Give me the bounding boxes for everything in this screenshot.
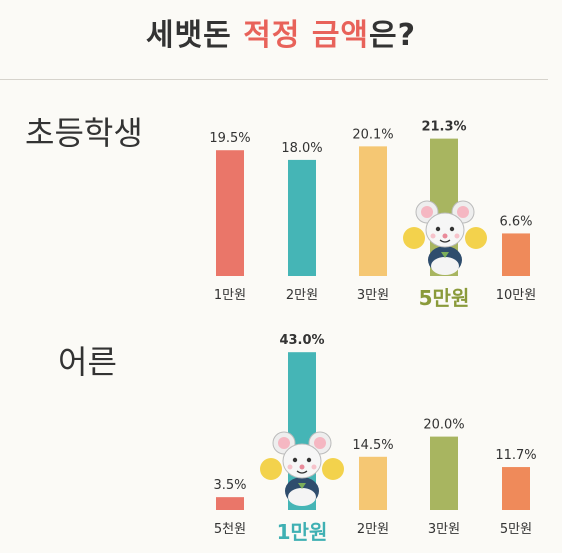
bar-5만원 — [502, 467, 530, 510]
value-label: 20.0% — [423, 418, 464, 433]
value-label: 43.0% — [279, 333, 324, 348]
group-label-kids: 초등학생 — [25, 114, 143, 152]
title-part1: 세뱃돈 — [145, 18, 244, 53]
value-label: 3.5% — [213, 478, 246, 493]
group-label-adults: 어른 — [58, 343, 117, 381]
value-label: 6.6% — [499, 214, 532, 229]
category-label: 1만원 — [214, 288, 246, 303]
mouse-cheerleader-icon — [260, 431, 344, 506]
title-part2: 은? — [369, 18, 417, 53]
value-label: 14.5% — [352, 438, 393, 453]
bar-3만원 — [359, 146, 387, 276]
value-label: 18.0% — [281, 141, 322, 156]
category-label: 5천원 — [214, 522, 246, 537]
mouse-cheerleader-icon — [403, 200, 487, 275]
value-label: 11.7% — [495, 448, 536, 463]
divider — [0, 79, 548, 80]
category-label: 5만원 — [419, 286, 470, 310]
category-label: 5만원 — [500, 522, 532, 537]
value-label: 20.1% — [352, 127, 393, 142]
value-label: 21.3% — [421, 120, 466, 135]
category-label: 3만원 — [428, 522, 460, 537]
category-label: 2만원 — [357, 522, 389, 537]
page-title: 세뱃돈 적정 금액은? — [0, 10, 562, 54]
category-label: 2만원 — [286, 288, 318, 303]
value-label: 19.5% — [209, 131, 250, 146]
bar-5천원 — [216, 497, 244, 510]
bar-2만원 — [359, 456, 387, 510]
bar-10만원 — [502, 233, 530, 276]
bar-3만원 — [430, 436, 458, 510]
title-highlight: 적정 금액 — [243, 18, 370, 53]
category-label: 3만원 — [357, 288, 389, 303]
bar-1만원 — [216, 150, 244, 276]
bar-2만원 — [288, 159, 316, 276]
category-label: 10만원 — [496, 288, 536, 303]
category-label: 1만원 — [277, 520, 328, 544]
